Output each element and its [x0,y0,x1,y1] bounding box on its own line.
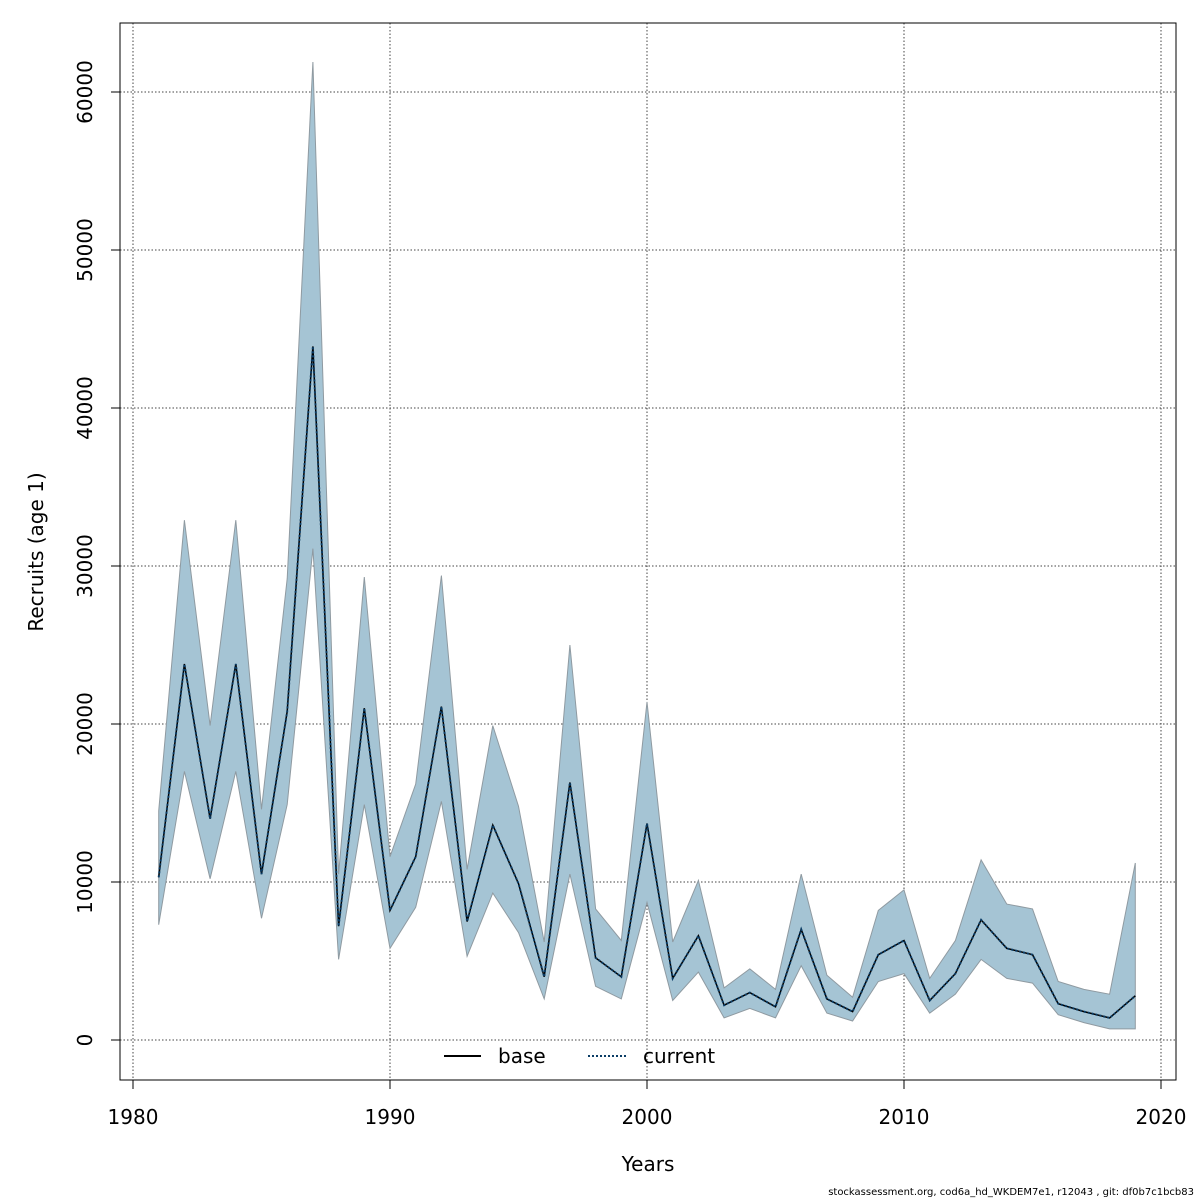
x-axis-title: Years [621,1152,675,1176]
y-tick-label-50000: 50000 [73,218,97,282]
legend-label-current: current [643,1044,715,1068]
y-tick-label-0: 0 [73,1034,97,1047]
y-axis-title: Recruits (age 1) [24,472,48,631]
series-line-current [157,346,1136,1019]
y-tick-label-20000: 20000 [73,692,97,756]
x-tick-label-1980: 1980 [108,1105,159,1129]
x-tick-label-1990: 1990 [365,1105,416,1129]
y-tick-label-60000: 60000 [73,60,97,124]
confidence-band [158,61,1136,1030]
legend-label-base: base [498,1044,546,1068]
x-tick-label-2000: 2000 [622,1105,673,1129]
confidence-band-group [158,61,1136,1030]
footer-credit: stockassessment.org, cod6a_hd_WKDEM7e1, … [828,1187,1194,1198]
series-lines-group [157,346,1136,1019]
x-tick-label-2020: 2020 [1136,1105,1187,1129]
legend: base current [444,1044,715,1068]
y-tick-label-40000: 40000 [73,376,97,440]
y-tick-label-30000: 30000 [73,534,97,598]
y-tick-label-10000: 10000 [73,850,97,914]
axes-group: 1980 1990 2000 2010 2020 0 10000 20000 30000 4000… [73,60,1186,1129]
x-tick-label-2010: 2010 [879,1105,930,1129]
